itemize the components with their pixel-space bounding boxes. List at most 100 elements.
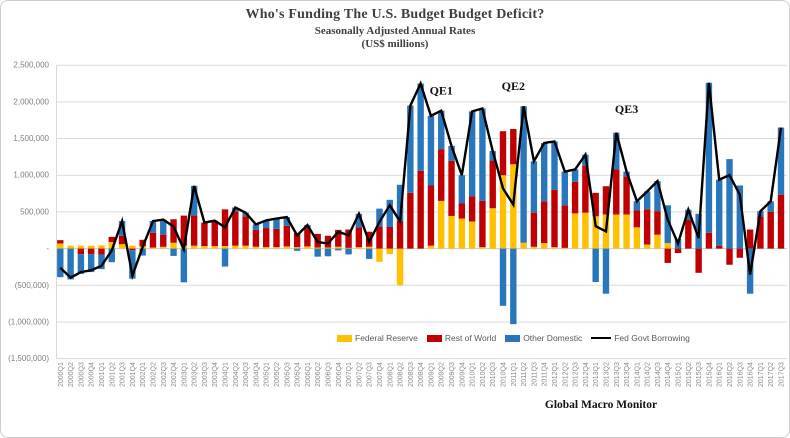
x-axis-tick-label: 2007Q4: [377, 362, 384, 387]
bar-segment: [77, 245, 85, 249]
x-axis-tick-label: 2011Q4: [542, 362, 549, 386]
x-axis-tick-label: 2002Q4: [171, 362, 178, 387]
bar-segment: [582, 212, 589, 249]
x-axis-tick-label: 2011Q1: [511, 362, 518, 386]
bar-segment: [592, 192, 599, 217]
bar-segment: [211, 246, 218, 249]
bar-segment: [314, 248, 321, 257]
bar-segment: [355, 227, 363, 248]
x-axis-tick-label: 2006Q1: [305, 362, 312, 387]
bar-segment: [98, 254, 105, 270]
x-axis-tick-label: 2010Q1: [470, 362, 477, 387]
bar-segment: [252, 229, 260, 247]
y-axis-tick-label: 1,000,000: [13, 171, 49, 180]
bar-segment: [118, 244, 126, 249]
bar-segment: [551, 141, 558, 190]
bar-segment: [664, 205, 671, 244]
x-axis-tick-label: 2005Q2: [274, 362, 281, 387]
bar-segment: [283, 217, 291, 226]
bar-segment: [489, 160, 496, 209]
x-axis-tick-label: 2011Q2: [521, 362, 528, 386]
x-axis-tick-label: 2002Q2: [150, 362, 157, 387]
bar-segment: [427, 115, 435, 186]
bar-segment: [293, 247, 301, 249]
bar-segment: [283, 246, 291, 249]
legend-line-swatch: [591, 336, 612, 340]
y-axis-tick-label: 2,000,000: [13, 97, 49, 106]
x-axis-tick-label: 2003Q3: [202, 362, 209, 387]
x-axis-tick-label: 2004Q3: [243, 362, 250, 387]
bar-segment: [170, 248, 177, 256]
bar-segment: [252, 246, 260, 249]
bar-segment: [427, 185, 435, 246]
legend-label: Other Domestic: [523, 333, 583, 343]
y-axis-tick-label: 500,000: [20, 207, 49, 216]
bar-segment: [129, 245, 136, 249]
bar-segment: [643, 209, 651, 245]
y-axis-tick-label: -: [46, 244, 49, 253]
bar-segment: [98, 248, 105, 255]
bar-segment: [160, 234, 167, 247]
bar-segment: [324, 248, 332, 257]
bar-segment: [190, 215, 198, 246]
bar-segment: [180, 248, 188, 283]
bar-segment: [767, 201, 774, 212]
bar-segment: [160, 219, 167, 235]
bar-segment: [613, 169, 620, 215]
x-axis-tick-label: 2000Q3: [78, 362, 85, 387]
x-axis-tick-label: 2006Q4: [336, 362, 343, 387]
bar-segment: [530, 161, 538, 213]
bar-segment: [129, 248, 136, 251]
bar-segment: [540, 243, 548, 249]
bar-segment: [540, 201, 548, 244]
bar-segment: [551, 247, 558, 249]
x-axis-tick-label: 2012Q1: [552, 362, 559, 387]
bar-segment: [468, 111, 476, 197]
chart-units: (US$ millions): [361, 38, 429, 50]
legend-item: Other Domestic: [505, 333, 582, 343]
bar-segment: [602, 186, 610, 215]
x-axis-tick-label: 2012Q3: [573, 362, 580, 387]
x-axis-tick-label: 2004Q4: [253, 362, 260, 387]
x-axis-tick-label: 2014Q4: [665, 362, 672, 387]
bar-segment: [654, 211, 661, 235]
bar-segment: [386, 199, 393, 227]
x-axis-tick-label: 2001Q4: [130, 362, 137, 387]
x-axis-tick-label: 2009Q2: [439, 362, 446, 387]
x-axis-tick-label: 2011Q3: [531, 362, 538, 386]
y-axis-tick-label: (1,000,000): [8, 317, 49, 326]
bar-segment: [499, 175, 507, 249]
x-axis-tick-label: 2003Q4: [212, 362, 219, 387]
bar-segment: [376, 248, 383, 262]
bar-segment: [561, 171, 568, 206]
x-axis-tick-label: 2014Q2: [645, 362, 652, 387]
x-axis-tick-label: 2013Q4: [624, 362, 631, 387]
bar-segment: [139, 239, 146, 247]
bar-segment: [407, 105, 414, 193]
x-axis-tick-label: 2000Q4: [89, 362, 96, 387]
bar-segment: [674, 248, 682, 254]
x-axis-tick-label: 2009Q3: [449, 362, 456, 387]
bar-segment: [685, 209, 692, 220]
x-axis-tick-label: 2004Q2: [233, 362, 240, 387]
bar-segment: [57, 248, 64, 278]
x-axis-tick-label: 2001Q2: [109, 362, 116, 387]
bar-segment: [345, 248, 352, 255]
bar-segment: [479, 247, 486, 249]
bar-segment: [623, 176, 630, 215]
bar-segment: [355, 247, 363, 249]
bar-segment: [149, 247, 157, 249]
bar-segment: [345, 229, 352, 248]
bar-segment: [190, 245, 198, 249]
bar-segment: [551, 189, 558, 248]
bar-segment: [458, 175, 466, 204]
chart-legend: Federal Reserve Rest of World Other Domest…: [337, 333, 690, 343]
x-axis-tick-label: 2010Q4: [501, 362, 508, 387]
bar-segment: [160, 246, 167, 249]
bar-segment: [57, 240, 64, 244]
bar-segment: [293, 233, 301, 248]
bar-segment: [613, 214, 620, 249]
bar-segment: [386, 248, 393, 255]
bar-segment: [726, 248, 733, 265]
bar-segment: [242, 245, 249, 249]
